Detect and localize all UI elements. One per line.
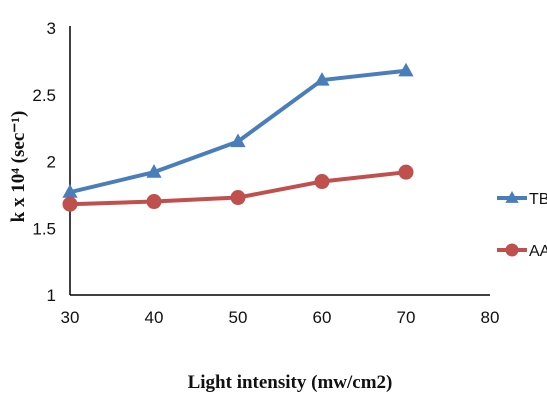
y-tick-labels: 1 1.5 2 2.5 3 (32, 19, 56, 305)
legend: TB AA (497, 191, 547, 260)
series-aa (62, 164, 414, 212)
series-line-tb (69, 68, 407, 195)
data-point-tb (62, 184, 78, 198)
data-point-tb (398, 62, 414, 77)
data-point-tb (314, 72, 330, 86)
x-tick-label: 80 (481, 308, 500, 327)
data-point-aa (314, 174, 330, 190)
series-layer (62, 62, 414, 212)
data-point-tb (146, 164, 162, 178)
y-axis-title: k x 10⁴ (sec⁻¹) (8, 111, 29, 223)
data-point-aa (146, 194, 162, 210)
legend-label: TB (529, 191, 547, 208)
x-tick-label: 50 (229, 308, 248, 327)
series-tb (62, 62, 414, 198)
data-point-aa (62, 196, 78, 212)
legend-marker (505, 243, 519, 257)
x-axis-title: Light intensity (mw/cm2) (188, 372, 393, 393)
x-tick-label: 40 (145, 308, 164, 327)
data-point-tb (230, 133, 246, 148)
y-tick-label: 1.5 (32, 219, 56, 238)
legend-marker (505, 191, 519, 203)
x-tick-label: 60 (313, 308, 332, 327)
data-point-aa (230, 190, 246, 206)
legend-item-aa: AA (497, 243, 547, 260)
y-tick-label: 2 (47, 153, 56, 172)
y-tick-label: 1 (47, 286, 56, 305)
legend-label: AA (529, 243, 547, 260)
y-tick-label: 3 (47, 19, 56, 38)
x-tick-label: 70 (397, 308, 416, 327)
data-point-aa (398, 164, 414, 180)
y-tick-label: 2.5 (32, 86, 56, 105)
legend-item-tb: TB (497, 191, 547, 208)
x-tick-labels: 30 40 50 60 70 80 (61, 308, 500, 327)
x-tick-label: 30 (61, 308, 80, 327)
